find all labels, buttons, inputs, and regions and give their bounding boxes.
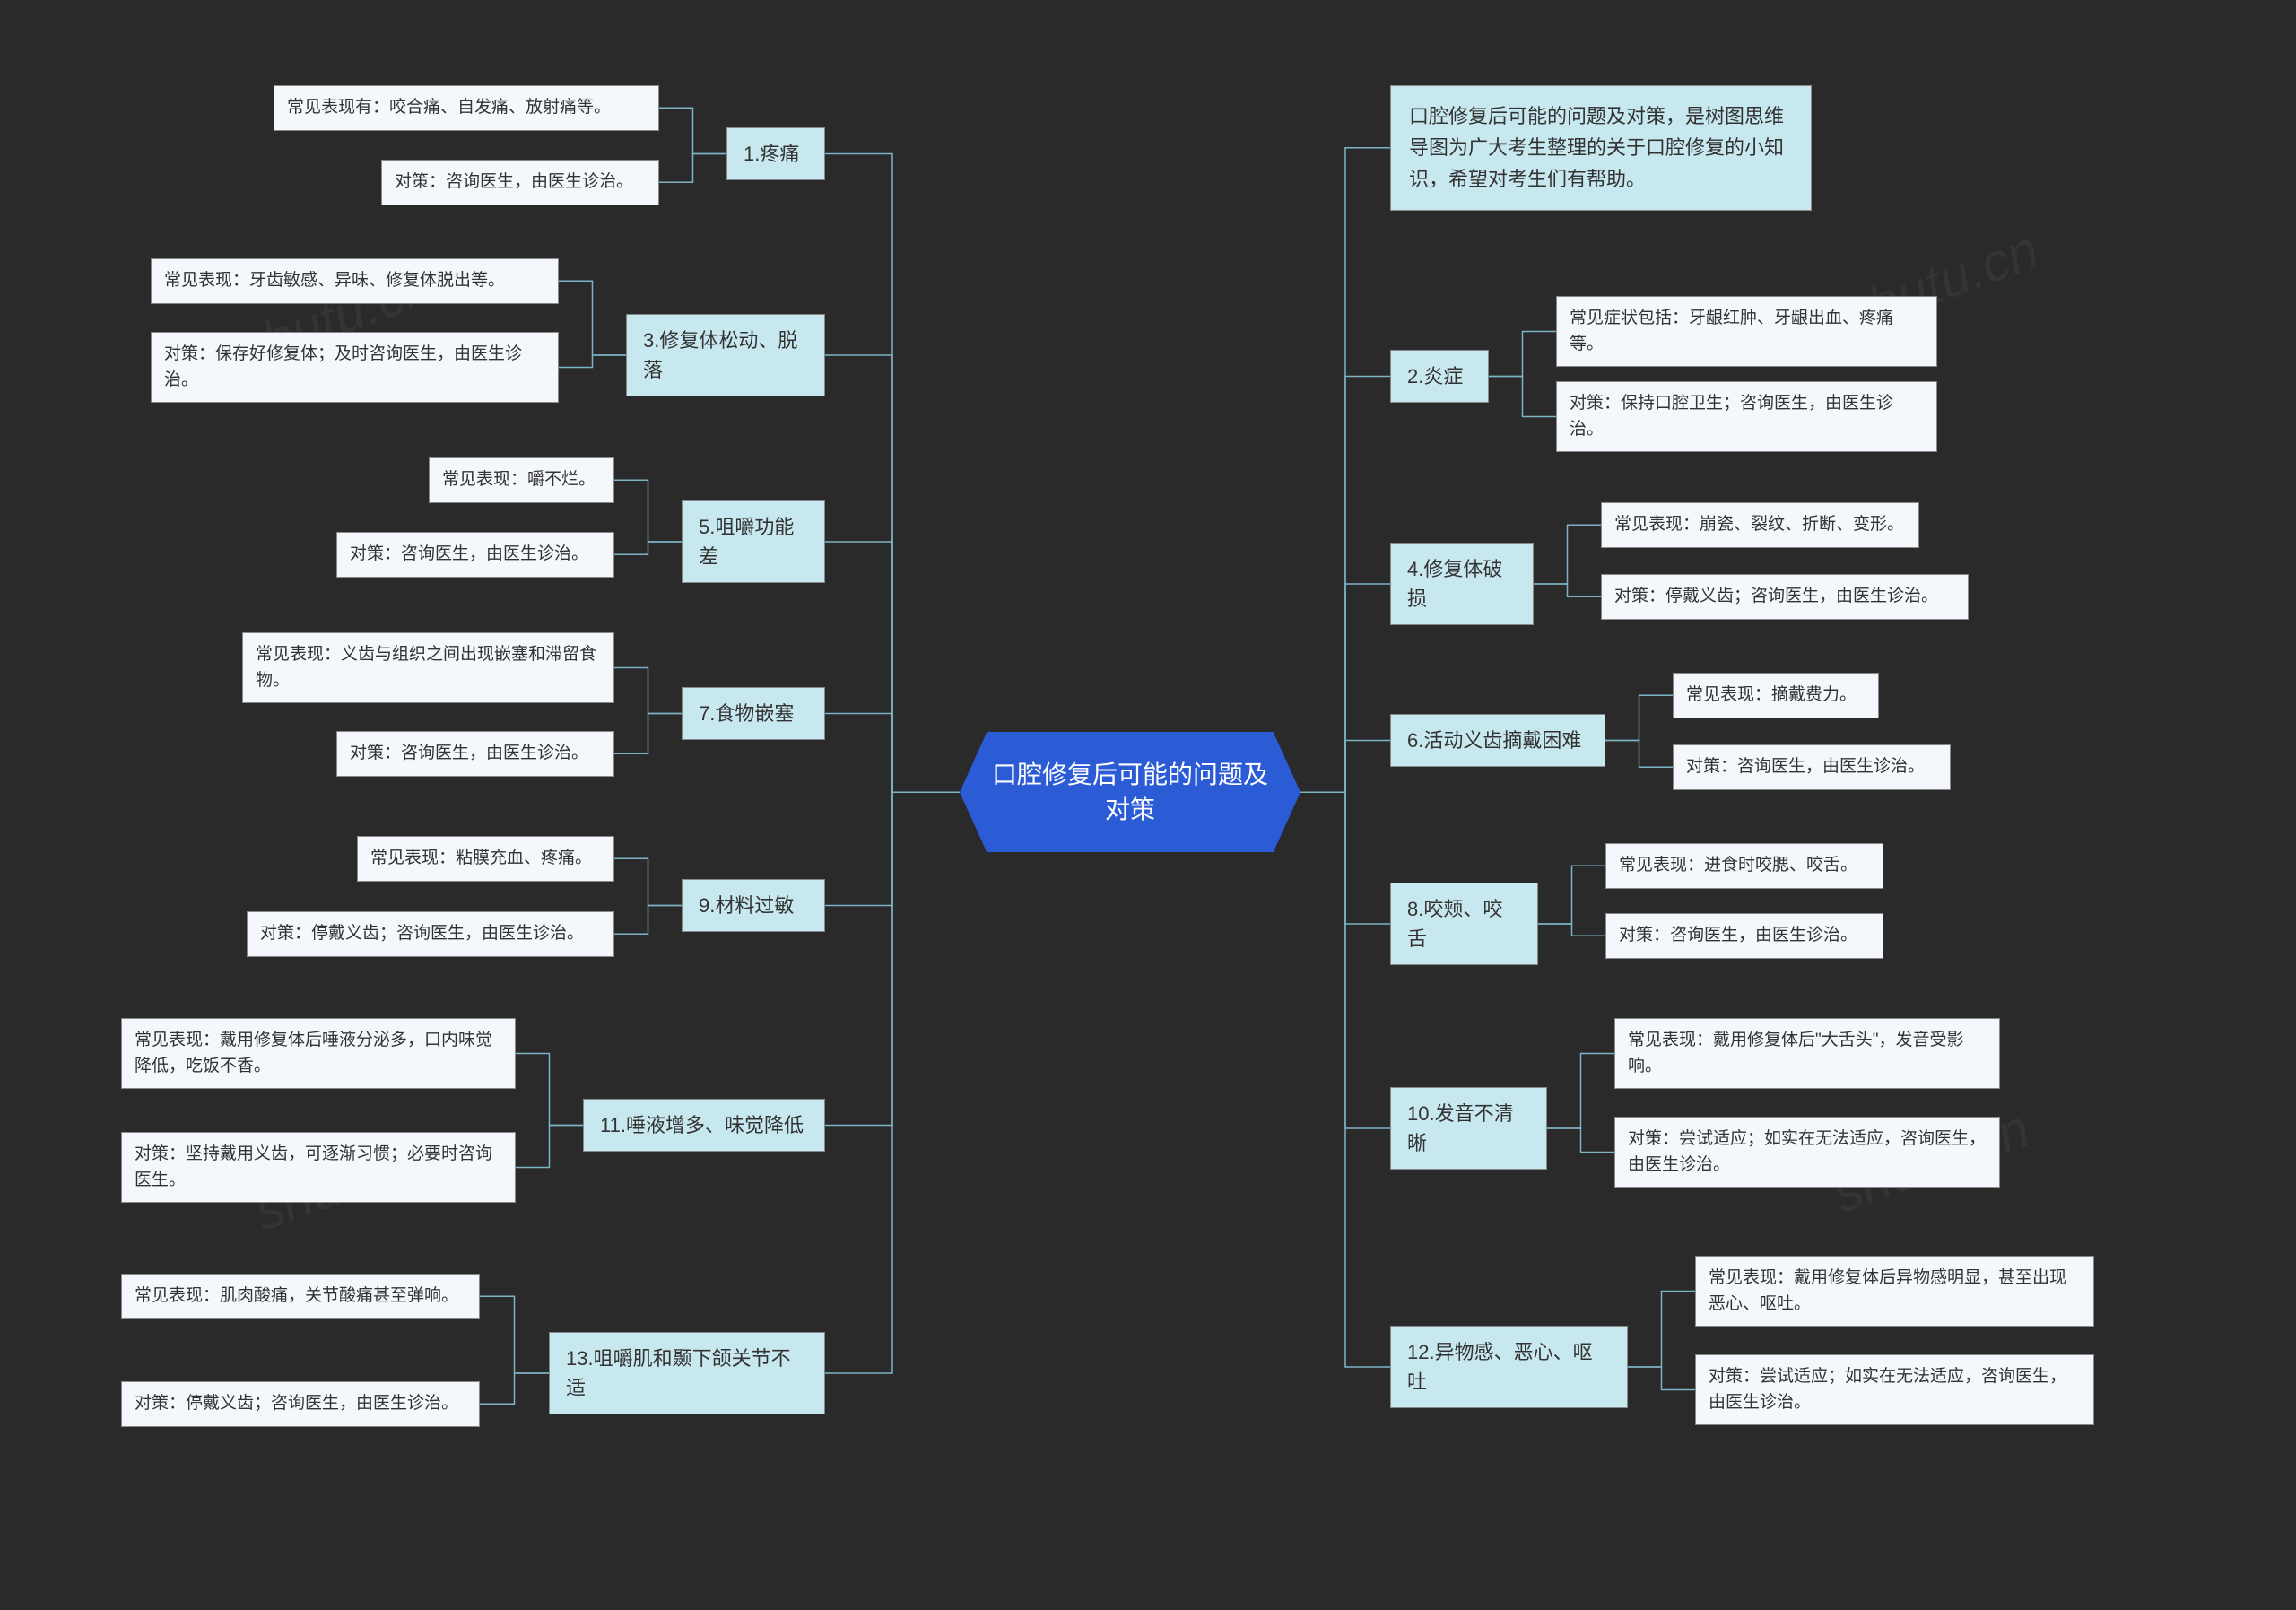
branch-4-damage: 4.修复体破损 (1390, 543, 1534, 625)
leaf: 常见表现：戴用修复体后异物感明显，甚至出现恶心、呕吐。 (1695, 1256, 2094, 1327)
leaf-text: 常见表现：粘膜充血、疼痛。 (370, 849, 592, 867)
branch-9-allergy: 9.材料过敏 (682, 879, 825, 932)
leaf: 常见表现：摘戴费力。 (1673, 673, 1879, 718)
leaf: 常见表现：戴用修复体后"大舌头"，发音受影响。 (1614, 1018, 2000, 1089)
leaf: 对策：咨询医生，由医生诊治。 (336, 731, 614, 777)
branch-10-speech: 10.发音不清晰 (1390, 1087, 1547, 1170)
leaf-text: 对策：尝试适应；如实在无法适应，咨询医生，由医生诊治。 (1709, 1367, 2066, 1412)
leaf: 常见症状包括：牙龈红肿、牙龈出血、疼痛等。 (1556, 296, 1937, 367)
branch-5-chew: 5.咀嚼功能差 (682, 500, 825, 583)
leaf-text: 常见表现：戴用修复体后唾液分泌多，口内味觉降低，吃饭不香。 (135, 1031, 492, 1075)
mindmap-canvas: shutu.cn shutu.cn shutu.cn shutu.cn 口腔修复… (0, 0, 2296, 1610)
branch-label: 1.疼痛 (744, 143, 799, 165)
leaf: 对策：停戴义齿；咨询医生，由医生诊治。 (247, 911, 614, 957)
branch-label: 3.修复体松动、脱落 (643, 329, 797, 381)
branch-label: 13.咀嚼肌和颞下颌关节不适 (566, 1347, 791, 1399)
branch-label: 11.唾液增多、味觉降低 (600, 1114, 804, 1136)
branch-label: 6.活动义齿摘戴困难 (1407, 729, 1581, 752)
center-topic: 口腔修复后可能的问题及对策 (960, 732, 1300, 852)
leaf-text: 对策：咨询医生，由医生诊治。 (350, 744, 588, 762)
branch-13-tmj: 13.咀嚼肌和颞下颌关节不适 (549, 1332, 825, 1414)
branch-3-loose: 3.修复体松动、脱落 (626, 314, 825, 396)
branch-6-removable: 6.活动义齿摘戴困难 (1390, 714, 1605, 767)
leaf: 对策：尝试适应；如实在无法适应，咨询医生，由医生诊治。 (1614, 1117, 2000, 1188)
leaf: 对策：保持口腔卫生；咨询医生，由医生诊治。 (1556, 381, 1937, 452)
leaf-text: 常见表现：戴用修复体后"大舌头"，发音受影响。 (1628, 1031, 1964, 1075)
branch-label: 10.发音不清晰 (1407, 1102, 1514, 1154)
leaf-text: 对策：咨询医生，由医生诊治。 (395, 172, 633, 191)
leaf-text: 对策：停戴义齿；咨询医生，由医生诊治。 (1614, 587, 1938, 605)
branch-label: 2.炎症 (1407, 365, 1463, 387)
leaf-text: 常见表现有：咬合痛、自发痛、放射痛等。 (287, 98, 611, 117)
leaf: 对策：坚持戴用义齿，可逐渐习惯；必要时咨询医生。 (121, 1132, 516, 1203)
leaf-text: 常见表现：崩瓷、裂纹、折断、变形。 (1614, 515, 1904, 534)
leaf: 对策：咨询医生，由医生诊治。 (1673, 744, 1951, 790)
leaf: 常见表现：粘膜充血、疼痛。 (357, 836, 614, 882)
leaf-text: 对策：停戴义齿；咨询医生，由医生诊治。 (135, 1394, 458, 1413)
leaf: 常见表现：戴用修复体后唾液分泌多，口内味觉降低，吃饭不香。 (121, 1018, 516, 1089)
leaf-text: 对策：咨询医生，由医生诊治。 (350, 544, 588, 563)
leaf-text: 常见表现：进食时咬腮、咬舌。 (1619, 856, 1857, 875)
branch-2-inflammation: 2.炎症 (1390, 350, 1489, 403)
leaf: 对策：停戴义齿；咨询医生，由医生诊治。 (121, 1381, 480, 1427)
leaf: 常见表现：崩瓷、裂纹、折断、变形。 (1601, 502, 1919, 548)
leaf: 常见表现：肌肉酸痛，关节酸痛甚至弹响。 (121, 1274, 480, 1319)
branch-label: 7.食物嵌塞 (699, 702, 794, 725)
leaf-text: 常见表现：义齿与组织之间出现嵌塞和滞留食物。 (256, 645, 596, 690)
leaf-text: 常见表现：戴用修复体后异物感明显，甚至出现恶心、呕吐。 (1709, 1268, 2066, 1313)
leaf: 对策：咨询医生，由医生诊治。 (336, 532, 614, 578)
branch-label: 4.修复体破损 (1407, 558, 1502, 610)
branch-12-foreign: 12.异物感、恶心、呕吐 (1390, 1326, 1628, 1408)
leaf: 常见表现：义齿与组织之间出现嵌塞和滞留食物。 (242, 632, 614, 703)
leaf-text: 对策：停戴义齿；咨询医生，由医生诊治。 (260, 924, 584, 943)
leaf-text: 对策：保持口腔卫生；咨询医生，由医生诊治。 (1570, 394, 1893, 439)
leaf: 对策：咨询医生，由医生诊治。 (381, 160, 659, 205)
leaf-text: 常见表现：嚼不烂。 (442, 470, 596, 489)
leaf: 对策：停戴义齿；咨询医生，由医生诊治。 (1601, 574, 1969, 620)
leaf-text: 对策：咨询医生，由医生诊治。 (1619, 926, 1857, 944)
leaf-text: 常见症状包括：牙龈红肿、牙龈出血、疼痛等。 (1570, 309, 1893, 353)
center-text: 口腔修复后可能的问题及对策 (992, 761, 1268, 823)
leaf-text: 常见表现：肌肉酸痛，关节酸痛甚至弹响。 (135, 1286, 458, 1305)
leaf-text: 常见表现：摘戴费力。 (1686, 685, 1857, 704)
intro-text: 口腔修复后可能的问题及对策，是树图思维导图为广大考生整理的关于口腔修复的小知识，… (1409, 105, 1784, 190)
leaf-text: 对策：保存好修复体；及时咨询医生，由医生诊治。 (164, 344, 522, 389)
leaf: 对策：咨询医生，由医生诊治。 (1605, 913, 1883, 959)
leaf: 对策：保存好修复体；及时咨询医生，由医生诊治。 (151, 332, 559, 403)
leaf-text: 对策：尝试适应；如实在无法适应，咨询医生，由医生诊治。 (1628, 1129, 1986, 1174)
intro-box: 口腔修复后可能的问题及对策，是树图思维导图为广大考生整理的关于口腔修复的小知识，… (1390, 85, 1812, 211)
leaf: 常见表现：进食时咬腮、咬舌。 (1605, 843, 1883, 889)
leaf: 常见表现有：咬合痛、自发痛、放射痛等。 (274, 85, 659, 131)
leaf: 常见表现：牙齿敏感、异味、修复体脱出等。 (151, 258, 559, 304)
branch-label: 5.咀嚼功能差 (699, 516, 794, 568)
leaf-text: 常见表现：牙齿敏感、异味、修复体脱出等。 (164, 271, 505, 290)
branch-11-saliva: 11.唾液增多、味觉降低 (583, 1099, 825, 1152)
branch-1-pain: 1.疼痛 (726, 127, 825, 180)
leaf-text: 对策：坚持戴用义齿，可逐渐习惯；必要时咨询医生。 (135, 1144, 492, 1189)
leaf: 常见表现：嚼不烂。 (429, 457, 614, 503)
branch-8-bite: 8.咬颊、咬舌 (1390, 883, 1538, 965)
branch-label: 12.异物感、恶心、呕吐 (1407, 1341, 1593, 1393)
branch-label: 9.材料过敏 (699, 894, 794, 917)
leaf: 对策：尝试适应；如实在无法适应，咨询医生，由医生诊治。 (1695, 1354, 2094, 1425)
leaf-text: 对策：咨询医生，由医生诊治。 (1686, 757, 1925, 776)
branch-label: 8.咬颊、咬舌 (1407, 898, 1502, 950)
branch-7-food: 7.食物嵌塞 (682, 687, 825, 740)
